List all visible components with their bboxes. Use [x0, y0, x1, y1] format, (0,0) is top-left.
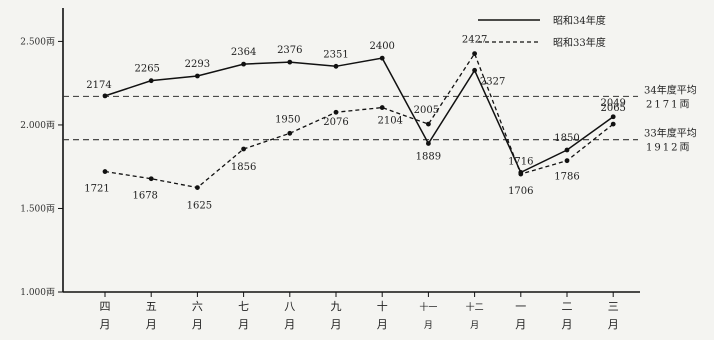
average-value-1: 2171両 [646, 99, 691, 110]
y-tick-label: 1.000両 [20, 287, 55, 298]
x-tick-label-12: 三月 [608, 300, 619, 331]
series-2-point-5 [287, 130, 293, 136]
series-1-point-12 [610, 114, 616, 120]
series-2-point-6 [333, 109, 339, 115]
series-2-point-8 [426, 121, 431, 127]
series-2-point-9 [472, 51, 477, 57]
series-line-1 [104, 57, 614, 174]
series-2-point-1 [102, 169, 108, 174]
x-tick-label-3: 六月 [192, 300, 203, 331]
series-2-data-label-11: 1786 [554, 172, 579, 183]
x-tick-label-9: 十二月 [466, 301, 484, 331]
series-1-data-label-3: 2293 [185, 59, 210, 70]
series-2-data-label-4: 1856 [231, 162, 256, 173]
series-1-point-1 [102, 93, 108, 99]
series-2-point-7 [379, 105, 385, 110]
series-1-data-label-6: 2351 [323, 49, 348, 60]
x-tick-label-4: 七月 [238, 300, 249, 331]
series-2-point-12 [610, 121, 616, 127]
data-labels: 2174 2265 2293 2364 2376 2351 2400 1889 2327 1716… [84, 35, 626, 212]
series-1-point-7 [379, 55, 385, 61]
series-2-data-label-10: 1706 [508, 186, 533, 197]
series-2-point-2 [148, 176, 154, 182]
x-tick-label-6: 九月 [331, 300, 342, 331]
series-2-data-label-9: 2427 [462, 35, 487, 46]
x-tick-label-10: 一月 [515, 300, 526, 331]
series-2-data-label-3: 1625 [187, 201, 212, 212]
series-2-point-10 [518, 171, 524, 177]
series-1-data-label-5: 2376 [277, 45, 302, 56]
series-1-data-label-7: 2400 [369, 41, 394, 52]
series-2-data-label-8: 2005 [414, 105, 439, 116]
series-1-point-4 [241, 61, 247, 67]
y-tick-label: 2.000両 [20, 120, 55, 131]
series-2-data-label-5: 1950 [275, 114, 300, 125]
series-2-data-label-7: 2104 [377, 116, 402, 127]
series-1-point-3 [195, 73, 200, 79]
series-1-data-label-12: 2049 [600, 98, 625, 109]
average-value-2: 1912両 [646, 143, 691, 154]
series-2-point-11 [564, 158, 570, 164]
series-2-data-label-6: 2076 [323, 117, 348, 128]
x-tick-label-8: 十一月 [419, 301, 437, 331]
series-1-point-11 [564, 147, 570, 153]
series-1-point-6 [333, 63, 339, 69]
series-line-2 [104, 52, 614, 189]
series-1-data-label-8: 1889 [416, 151, 441, 162]
series-1-data-label-10: 1716 [508, 156, 533, 167]
series-2-data-label-1: 1721 [84, 184, 109, 195]
legend: 昭和34年度 昭和33年度 [478, 14, 606, 49]
x-tick-label-2: 五月 [146, 300, 157, 331]
y-tick-label: 1.500両 [20, 203, 55, 214]
series-1-data-label-4: 2364 [231, 47, 256, 58]
average-label-2: 33年度平均 [644, 127, 697, 140]
x-tick-label-1: 四月 [100, 300, 111, 331]
series-1-data-label-11: 1850 [554, 133, 579, 144]
x-tick-label-5: 八月 [284, 300, 295, 331]
series [102, 51, 616, 190]
y-tick-label: 2.500両 [20, 36, 55, 47]
series-2-point-4 [241, 146, 247, 152]
x-tick-label-7: 十月 [377, 299, 388, 331]
series-1-point-2 [148, 78, 154, 84]
legend-label-dashed: 昭和33年度 [553, 36, 606, 49]
series-1-data-label-9: 2327 [480, 76, 505, 87]
series-2-data-label-2: 1678 [132, 191, 157, 202]
series-1-point-9 [472, 67, 477, 73]
series-1-data-label-1: 2174 [86, 80, 111, 91]
series-2-point-3 [195, 185, 200, 190]
series-1-point-8 [426, 141, 431, 146]
average-label-1: 34年度平均 [644, 83, 697, 96]
x-tick-label-11: 二月 [562, 300, 573, 331]
series-1-data-label-2: 2265 [134, 64, 159, 75]
average-lines: 34年度平均 2171両 33年度平均 1912両 [63, 83, 697, 154]
series-2-data-label-12: 2065 [600, 103, 625, 114]
legend-label-solid: 昭和34年度 [553, 14, 606, 27]
series-1-point-5 [287, 59, 293, 65]
